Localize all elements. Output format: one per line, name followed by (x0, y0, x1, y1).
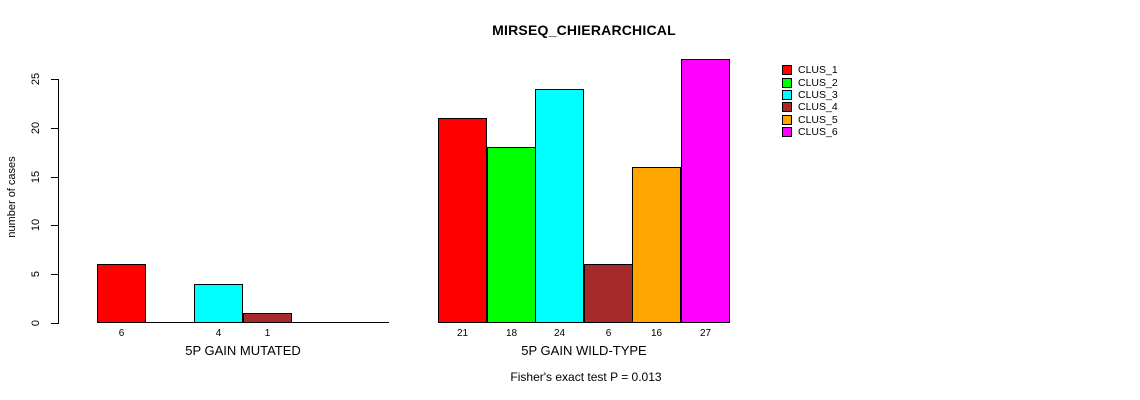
legend: CLUS_1 CLUS_2 CLUS_3 CLUS_4 CLUS_5 CLUS_6 (782, 64, 838, 138)
y-tick-label-0: 0 (30, 319, 42, 327)
legend-label-clus_1: CLUS_1 (798, 64, 838, 77)
legend-swatch-clus_6 (782, 127, 792, 138)
legend-swatch-clus_2 (782, 77, 792, 88)
bar-value-label-clus_6-group2: 27 (699, 328, 712, 339)
bar-value-label-clus_2-group2: 18 (505, 328, 518, 339)
bar-clus_6-group1 (340, 322, 389, 323)
bar-clus_1-group2 (438, 118, 487, 323)
y-tick-label-15: 15 (30, 170, 42, 183)
bar-value-label-clus_1-group2: 21 (456, 328, 469, 339)
bar-clus_2-group2 (487, 147, 536, 323)
legend-item-clus_5: CLUS_5 (782, 114, 838, 126)
legend-label-clus_5: CLUS_5 (798, 113, 838, 126)
bar-clus_2-group1 (146, 322, 195, 323)
y-tick-10 (51, 225, 58, 227)
chart-title: MIRSEQ_CHIERARCHICAL (492, 22, 676, 38)
bar-clus_6-group2 (681, 59, 730, 323)
legend-label-clus_3: CLUS_3 (798, 88, 838, 101)
y-tick-label-5: 5 (30, 271, 42, 278)
bar-value-label-clus_1-group1: 6 (118, 328, 125, 339)
bar-value-label-clus_3-group2: 24 (553, 328, 566, 339)
bar-clus_4-group1 (243, 313, 292, 323)
legend-item-clus_1: CLUS_1 (782, 64, 838, 76)
bar-clus_3-group1 (194, 284, 243, 323)
y-tick-25 (51, 79, 58, 80)
legend-item-clus_4: CLUS_4 (782, 101, 838, 113)
x-axis-group-label-wildtype: 5P GAIN WILD-TYPE (521, 343, 647, 358)
y-tick-15 (51, 176, 58, 178)
y-tick-label-25: 25 (30, 72, 42, 86)
bar-clus_3-group2 (535, 89, 584, 323)
bar-clus_5-group2 (632, 167, 681, 323)
y-axis-line (58, 79, 59, 324)
x-axis-group-label-mutated: 5P GAIN MUTATED (185, 343, 301, 358)
legend-swatch-clus_4 (782, 102, 792, 113)
y-tick-20 (51, 127, 58, 129)
bar-value-label-clus_4-group2: 6 (605, 328, 612, 339)
legend-swatch-clus_3 (782, 89, 792, 100)
bar-clus_1-group1 (97, 264, 146, 323)
bar-value-label-clus_4-group1: 1 (264, 328, 271, 339)
legend-item-clus_3: CLUS_3 (782, 89, 838, 101)
legend-item-clus_6: CLUS_6 (782, 126, 838, 138)
legend-label-clus_2: CLUS_2 (798, 76, 838, 89)
bar-value-label-clus_5-group2: 16 (650, 328, 663, 339)
legend-swatch-clus_5 (782, 114, 792, 125)
y-tick-0 (51, 323, 58, 324)
y-tick-label-20: 20 (30, 121, 42, 134)
legend-item-clus_2: CLUS_2 (782, 76, 838, 89)
y-tick-5 (51, 274, 58, 276)
legend-label-clus_4: CLUS_4 (798, 101, 838, 114)
bar-clus_4-group2 (584, 264, 633, 323)
y-tick-label-10: 10 (30, 219, 42, 232)
legend-label-clus_6: CLUS_6 (798, 126, 838, 139)
bar-clus_5-group1 (291, 322, 340, 323)
legend-swatch-clus_1 (782, 65, 792, 76)
y-axis-label: number of cases (6, 156, 18, 238)
bar-value-label-clus_3-group1: 4 (215, 328, 222, 339)
footnote-fisher-test: Fisher's exact test P = 0.013 (510, 370, 662, 384)
